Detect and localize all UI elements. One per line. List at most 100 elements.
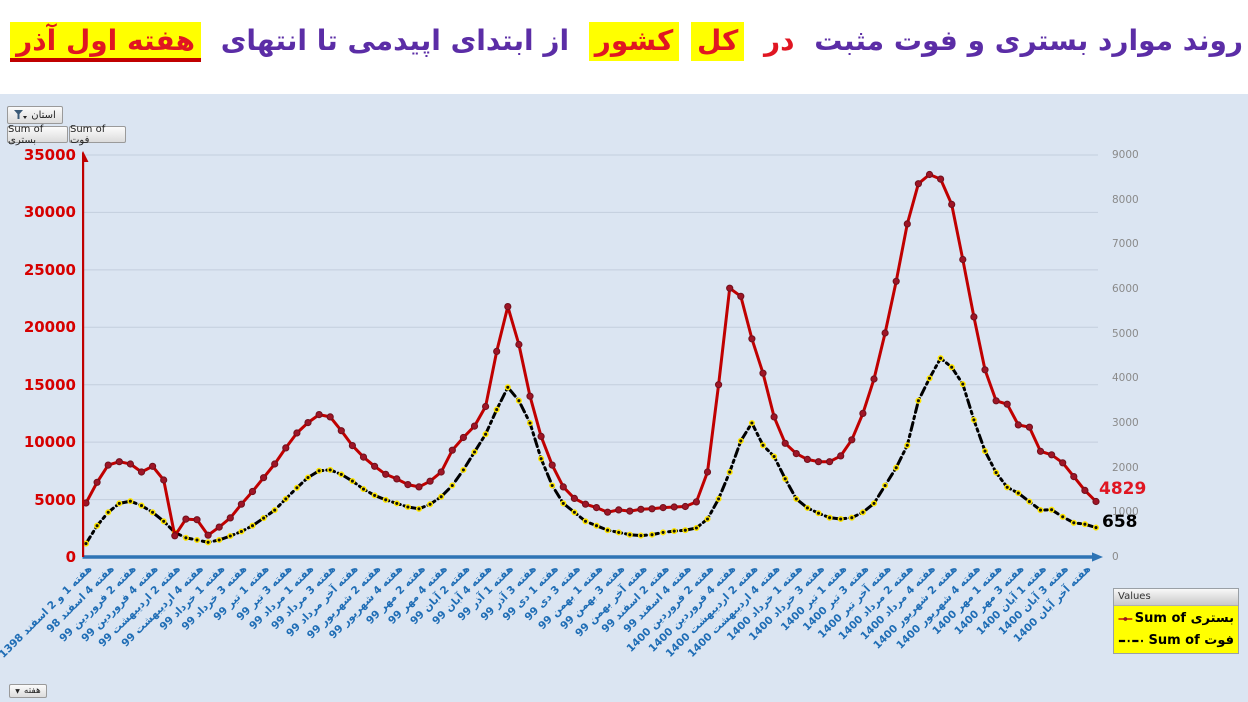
data-point	[504, 303, 512, 311]
data-point	[193, 516, 201, 524]
data-point	[449, 482, 456, 489]
data-point	[149, 462, 157, 470]
y-axis-tick-right: 2000	[1112, 461, 1139, 474]
value-field-button-fot[interactable]: Sum of فوت	[69, 123, 126, 146]
y-axis-tick-right: 7000	[1112, 238, 1139, 251]
data-point	[1059, 459, 1067, 467]
data-point	[660, 529, 667, 536]
y-axis-tick-right: 0	[1112, 551, 1119, 563]
data-point	[1015, 490, 1022, 497]
x-axis-arrow	[1092, 552, 1103, 562]
data-point	[493, 347, 501, 355]
data-point	[249, 522, 256, 529]
data-point	[237, 500, 245, 508]
y-axis-tick-left: 15000	[23, 375, 76, 394]
chart-plot	[82, 151, 1103, 562]
value-field-label-fot: Sum of فوت	[70, 123, 106, 146]
data-point	[504, 384, 511, 391]
data-point	[1070, 519, 1077, 526]
data-point	[615, 506, 623, 514]
data-point	[138, 502, 145, 509]
data-point	[1036, 447, 1045, 455]
data-point	[349, 478, 356, 485]
data-point	[715, 495, 722, 502]
data-point	[94, 522, 101, 529]
data-point	[537, 432, 545, 440]
title-text-3: از ابتدای اپیدمی تا انتهای	[220, 24, 570, 57]
data-point	[260, 474, 268, 482]
value-field-button-bastari[interactable]: Sum of بستری	[7, 124, 68, 146]
data-point	[870, 375, 878, 383]
data-point	[560, 500, 567, 507]
data-point	[127, 498, 134, 505]
legend-label-bastari: Sum of بستری	[1134, 611, 1234, 626]
data-point	[226, 514, 234, 522]
data-point	[992, 397, 1000, 405]
data-point	[548, 461, 556, 469]
data-point	[1025, 423, 1034, 431]
data-point	[304, 419, 312, 427]
data-point	[848, 436, 856, 444]
data-point	[337, 427, 345, 435]
y-axis-tick-right: 5000	[1112, 327, 1139, 340]
y-axis-tick-left: 0	[65, 548, 76, 566]
data-point	[870, 500, 878, 507]
data-point	[726, 284, 734, 292]
data-point	[215, 523, 223, 531]
deaths-end-value-label: 658	[1102, 512, 1138, 532]
series-line-bastari	[84, 173, 1098, 538]
data-point	[882, 482, 889, 489]
data-point	[592, 504, 601, 512]
title-text-2: در	[764, 24, 795, 57]
data-point	[670, 503, 678, 511]
data-point	[526, 419, 534, 427]
week-axis-field-button[interactable]: هفته ▼	[9, 684, 47, 698]
y-axis-tick-left: 20000	[23, 318, 76, 337]
data-point	[482, 402, 490, 411]
data-point	[581, 500, 590, 508]
data-point	[93, 478, 101, 486]
data-point	[315, 411, 323, 419]
data-point	[904, 442, 911, 449]
data-point	[227, 532, 234, 540]
data-point	[715, 381, 723, 389]
data-point	[604, 527, 611, 534]
data-point	[182, 515, 190, 523]
data-point	[126, 460, 135, 468]
data-point	[348, 442, 356, 450]
data-point	[826, 458, 834, 466]
data-point	[238, 528, 245, 535]
data-point	[338, 471, 345, 478]
data-point	[115, 458, 123, 466]
hospitalized-end-value-label: 4829	[1099, 479, 1147, 499]
data-point	[859, 409, 867, 417]
data-point	[427, 501, 434, 508]
data-point	[815, 510, 822, 517]
data-point	[271, 460, 279, 468]
y-axis-tick-left: 25000	[23, 260, 76, 279]
data-point	[915, 397, 922, 404]
data-point	[116, 500, 123, 507]
data-point	[526, 392, 534, 400]
chart-canvas: استان Sum of بستری Sum of فوت هفته ▼ 482…	[0, 94, 1248, 702]
legend-item-fot: Sum of فوت	[1114, 631, 1238, 653]
province-filter-button[interactable]: استان	[7, 106, 63, 124]
data-point	[937, 175, 945, 183]
data-point	[426, 477, 434, 485]
data-point	[637, 532, 644, 539]
page-title: روند موارد بستری و فوت مثبت در کل کشور ا…	[0, 22, 1248, 62]
legend-label-fot: Sum of فوت	[1148, 633, 1234, 648]
data-point	[959, 255, 967, 264]
data-point	[671, 528, 678, 535]
data-point	[1014, 421, 1022, 429]
data-point	[693, 524, 700, 532]
data-point	[803, 455, 812, 463]
data-point	[981, 448, 989, 455]
data-point	[737, 437, 744, 444]
data-point	[970, 313, 978, 321]
data-point	[404, 503, 411, 511]
data-point	[837, 515, 844, 523]
data-point	[804, 504, 811, 511]
data-point	[438, 493, 445, 500]
